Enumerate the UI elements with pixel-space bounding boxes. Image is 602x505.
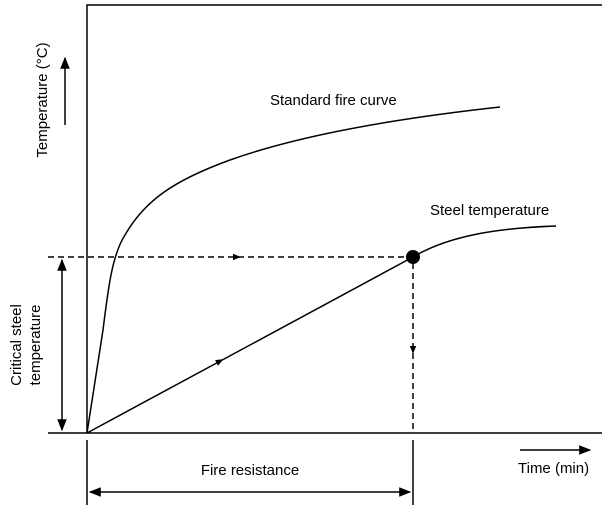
curve-label: Standard fire curve: [270, 92, 397, 109]
critical-label: temperature: [27, 305, 44, 386]
y-axis-label: Temperature (°C): [34, 42, 51, 157]
critical-point: [406, 250, 420, 264]
curve-label: Steel temperature: [430, 202, 549, 219]
critical-label: Critical steel: [8, 304, 25, 386]
y-axis: [86, 4, 602, 433]
x-axis-label: Time (min): [518, 460, 589, 477]
resistance-label: Fire resistance: [201, 462, 299, 479]
fire-curve: [86, 106, 501, 434]
